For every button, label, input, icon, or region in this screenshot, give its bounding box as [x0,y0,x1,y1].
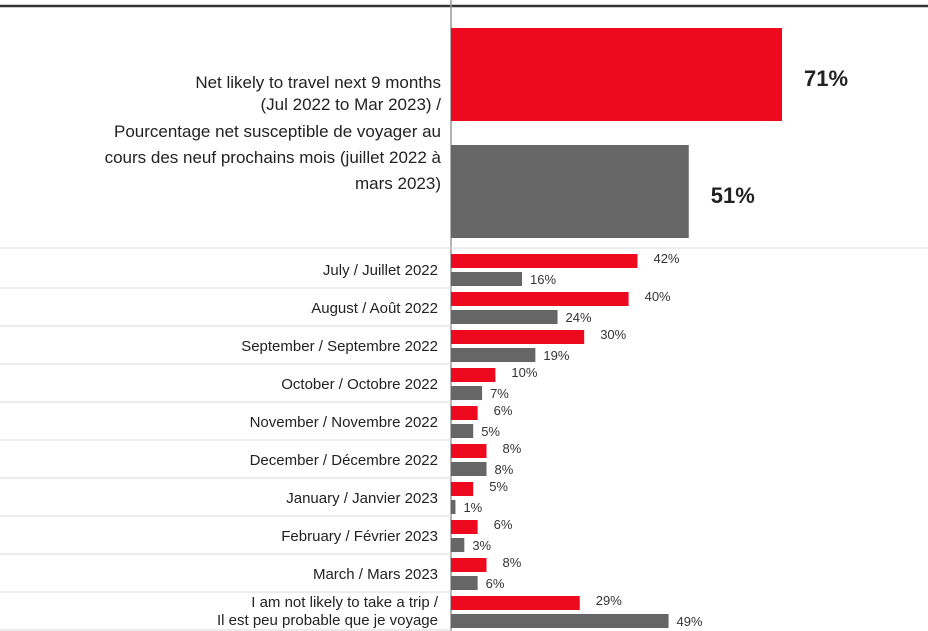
bar-a [451,330,585,344]
category-label: November / Novembre 2022 [250,414,438,431]
summary-label-line: Pourcentage net susceptible de voyager a… [114,122,441,141]
bar-value-label: 19% [543,348,569,363]
summary-bar-b [451,145,689,238]
bar-a [451,558,487,572]
bar-value-label: 8% [503,555,522,570]
summary-label-line: Net likely to travel next 9 months [195,73,441,92]
category-label: December / Décembre 2022 [250,452,438,469]
bar-a [451,406,478,420]
bar-value-label: 24% [566,310,592,325]
bar-a [451,254,638,268]
category-label: I am not likely to take a trip / [251,594,439,611]
summary-label-line: mars 2023) [355,174,441,193]
bar-b [451,576,478,590]
bar-b [451,614,669,628]
bar-value-label: 42% [653,251,679,266]
bar-value-label: 29% [596,593,622,608]
category-label: January / Janvier 2023 [286,490,438,507]
bar-a [451,368,496,382]
bar-b [451,348,536,362]
bar-value-label: 6% [494,403,513,418]
bar-value-label: 30% [600,327,626,342]
summary-label-line: (Jul 2022 to Mar 2023) / [261,95,442,114]
bar-a [451,292,629,306]
bar-b [451,500,456,514]
bar-value-label: 5% [481,424,500,439]
bar-value-label: 1% [463,500,482,515]
bar-b [451,424,474,438]
bar-a [451,444,487,458]
summary-label-line: cours des neuf prochains mois (juillet 2… [105,148,442,167]
bar-value-label: 8% [503,441,522,456]
bar-a [451,520,478,534]
bar-value-label: 7% [490,386,509,401]
bar-value-label: 16% [530,272,556,287]
bar-value-label: 6% [486,576,505,591]
bar-b [451,386,483,400]
category-label: October / Octobre 2022 [281,376,438,393]
bar-value-label: 6% [494,517,513,532]
category-label: Il est peu probable que je voyage [217,612,438,629]
category-label: February / Février 2023 [281,528,438,545]
bar-value-label: 5% [489,479,508,494]
bar-value-label: 49% [677,614,703,629]
category-label: September / Septembre 2022 [241,338,438,355]
chart-text: 71% 51% Net likely to travel next 9 months… [105,66,848,629]
bar-a [451,596,580,610]
category-label: August / Août 2022 [311,300,438,317]
summary-bar-a [451,28,782,121]
category-label: July / Juillet 2022 [323,262,438,279]
bar-value-label: 40% [645,289,671,304]
bar-b [451,272,523,286]
bar-b [451,538,465,552]
summary-value-label: 51% [711,183,755,208]
bar-value-label: 3% [472,538,491,553]
category-label: March / Mars 2023 [313,566,438,583]
summary-value-label: 71% [804,66,848,91]
chart-bars [451,28,782,628]
bar-a [451,482,474,496]
bar-value-label: 10% [511,365,537,380]
bar-value-label: 8% [495,462,514,477]
bar-b [451,310,558,324]
bar-b [451,462,487,476]
